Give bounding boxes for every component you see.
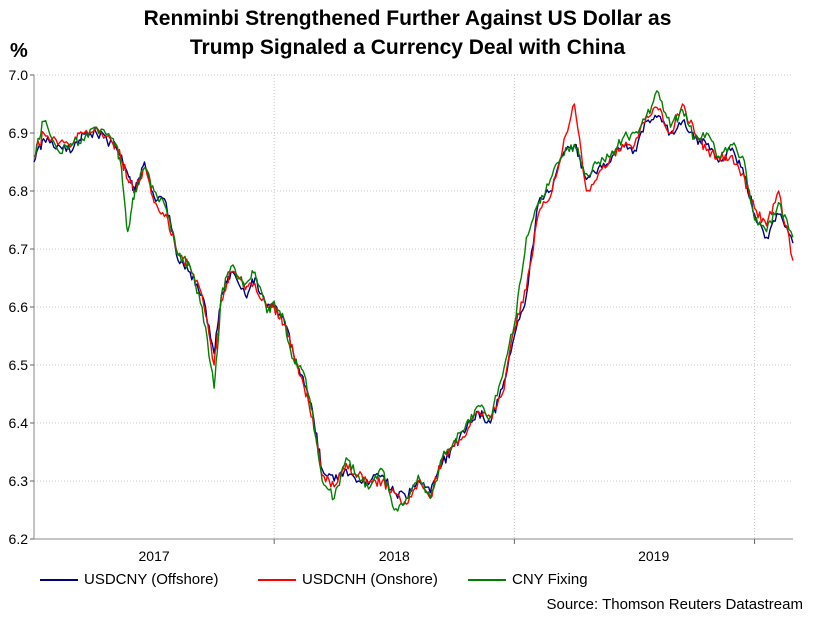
x-tick-label: 2017 <box>139 548 170 564</box>
legend-item-cny-fixing: CNY Fixing <box>468 571 588 588</box>
x-tick-label: 2019 <box>638 548 669 564</box>
y-tick-label: 6.2 <box>9 531 29 547</box>
y-tick-label: 7.0 <box>9 67 29 83</box>
legend-label-usdcny: USDCNY (Offshore) <box>84 571 219 588</box>
y-tick-label: 6.9 <box>9 125 29 141</box>
series-line-usdcnh <box>33 103 794 506</box>
chart-title-line-1: Renminbi Strengthened Further Against US… <box>143 7 672 30</box>
legend-label-cny-fixing: CNY Fixing <box>512 571 588 588</box>
grid-lines <box>34 74 793 540</box>
y-tick-label: 6.7 <box>9 241 29 257</box>
chart-title: Renminbi Strengthened Further Against US… <box>0 4 815 62</box>
x-tick-label: 2018 <box>379 548 410 564</box>
series-layer <box>33 90 794 512</box>
legend-swatch-usdcny <box>40 578 78 581</box>
series-line-cny-fixing <box>33 90 794 512</box>
y-tick-label: 6.4 <box>9 415 29 431</box>
x-axis-ticks: 2017 2018 2019 <box>139 539 756 564</box>
y-axis-unit-label: % <box>10 40 28 62</box>
y-tick-label: 6.3 <box>9 473 29 489</box>
legend-swatch-usdcnh <box>258 578 296 581</box>
chart-title-line-2: Trump Signaled a Currency Deal with Chin… <box>189 36 626 59</box>
legend-item-usdcny: USDCNY (Offshore) <box>40 571 218 588</box>
y-axis-ticks: 6.2 6.3 6.4 6.5 6.6 6.7 6.8 6.9 7.0 <box>9 67 34 547</box>
legend-swatch-cny-fixing <box>468 578 506 581</box>
legend-item-usdcnh: USDCNH (Onshore) <box>258 571 438 588</box>
y-tick-label: 6.8 <box>9 183 29 199</box>
y-tick-label: 6.6 <box>9 299 29 315</box>
legend-label-usdcnh: USDCNH (Onshore) <box>302 571 438 588</box>
source-note: Source: Thomson Reuters Datastream <box>546 596 803 613</box>
y-tick-label: 6.5 <box>9 357 29 373</box>
